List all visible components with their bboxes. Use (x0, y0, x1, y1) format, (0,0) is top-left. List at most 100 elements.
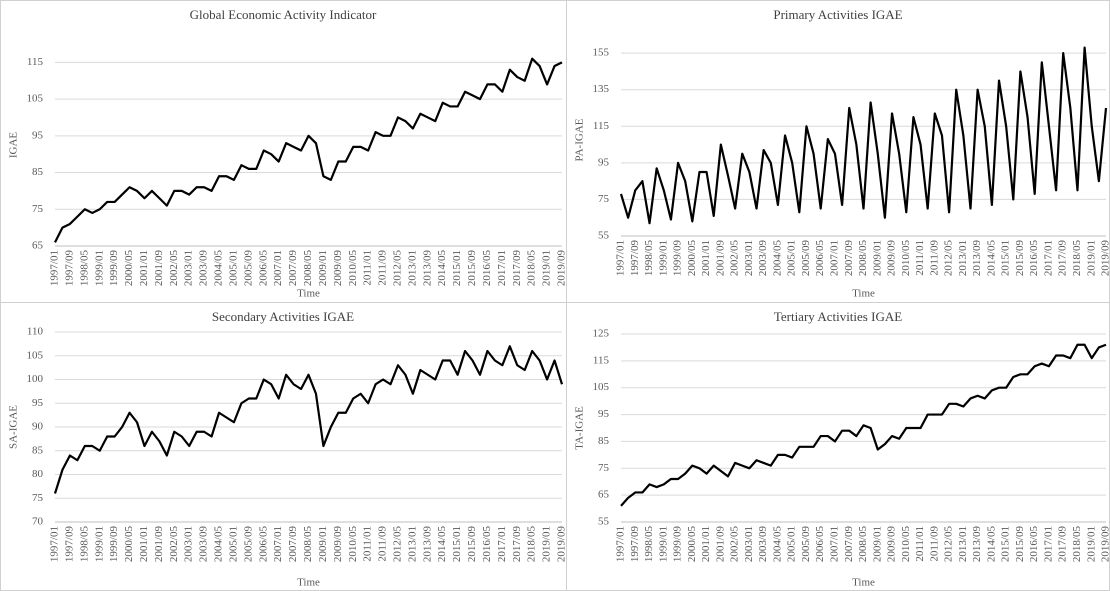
y-tick-label: 65 (598, 489, 610, 501)
x-tick-label: 2001/09 (153, 250, 165, 287)
y-axis-label: PA-IGAE (574, 118, 586, 161)
x-tick-label: 2011/01 (362, 526, 374, 562)
x-tick-label: 2009/01 (871, 240, 883, 276)
y-axis-label: SA-IGAE (8, 405, 20, 449)
x-tick-label: 1999/09 (108, 250, 120, 287)
x-axis-label: Time (297, 577, 320, 589)
x-tick-label: 2013/09 (421, 250, 433, 287)
x-tick-label: 2013/09 (971, 240, 983, 277)
x-tick-label: 2011/09 (928, 240, 940, 276)
x-tick-label: 2007/01 (829, 240, 841, 276)
x-tick-label: 2018/05 (1071, 526, 1083, 563)
x-tick-label: 1997/01 (49, 250, 61, 286)
y-tick-label: 85 (32, 166, 44, 178)
x-tick-label: 2014/05 (985, 526, 997, 563)
y-tick-label: 135 (593, 83, 610, 95)
x-tick-label: 2017/09 (1057, 240, 1069, 277)
chart-title: Secondary Activities IGAE (212, 309, 354, 324)
x-tick-label: 2003/01 (183, 526, 195, 562)
x-tick-label: 2011/01 (914, 240, 926, 276)
x-tick-label: 2009/09 (886, 526, 898, 563)
y-tick-label: 125 (593, 328, 610, 340)
x-tick-label: 2012/05 (392, 250, 404, 287)
y-tick-label: 55 (598, 516, 610, 528)
x-tick-label: 2008/05 (857, 526, 869, 563)
x-axis-label: Time (297, 288, 320, 300)
x-tick-label: 2006/05 (257, 526, 269, 563)
x-tick-label: 2011/01 (914, 526, 926, 562)
x-tick-label: 2009/09 (332, 250, 344, 287)
x-tick-label: 2013/01 (957, 240, 969, 276)
data-line (54, 57, 563, 243)
y-tick-label: 75 (598, 462, 610, 474)
x-tick-label: 2018/05 (526, 526, 538, 563)
x-tick-label: 2005/01 (227, 526, 239, 562)
x-tick-label: 2003/01 (743, 526, 755, 562)
x-tick-label: 2013/01 (957, 526, 969, 562)
x-tick-label: 2013/01 (406, 526, 418, 562)
y-tick-label: 115 (593, 354, 610, 366)
x-tick-label: 2002/05 (168, 526, 180, 563)
y-tick-label: 100 (27, 373, 44, 385)
x-tick-label: 2001/09 (153, 526, 165, 563)
x-tick-label: 2017/01 (496, 526, 508, 562)
x-tick-label: 2017/09 (511, 526, 523, 563)
x-tick-label: 2019/01 (1085, 526, 1097, 562)
x-tick-label: 2005/01 (786, 240, 798, 276)
x-tick-label: 2015/09 (466, 526, 478, 563)
x-tick-label: 2017/01 (496, 250, 508, 286)
x-tick-label: 2010/05 (900, 240, 912, 277)
x-tick-label: 2005/09 (800, 526, 812, 563)
x-tick-label: 2001/01 (138, 526, 150, 562)
x-tick-label: 2018/05 (526, 250, 538, 287)
x-tick-label: 2001/01 (138, 250, 150, 286)
x-tick-label: 2017/09 (511, 250, 523, 287)
y-tick-label: 95 (32, 397, 44, 409)
x-tick-label: 2005/09 (242, 250, 254, 287)
x-tick-label: 1999/01 (93, 250, 105, 286)
y-tick-label: 115 (27, 56, 44, 68)
data-line (619, 46, 1108, 225)
x-tick-label: 1999/09 (672, 240, 684, 277)
x-tick-label: 2002/05 (168, 250, 180, 287)
y-tick-label: 95 (598, 156, 610, 168)
y-axis-label: TA-IGAE (574, 406, 586, 450)
x-tick-label: 1999/01 (93, 526, 105, 562)
x-tick-label: 2011/09 (928, 526, 940, 562)
x-tick-label: 2003/09 (757, 526, 769, 563)
x-tick-label: 1997/09 (63, 526, 75, 563)
x-tick-label: 2003/09 (198, 250, 210, 287)
x-tick-label: 2008/05 (302, 250, 314, 287)
x-tick-label: 1997/09 (63, 250, 75, 287)
x-tick-label: 2015/01 (451, 250, 463, 286)
x-tick-label: 2009/01 (317, 526, 329, 562)
x-tick-label: 2004/05 (771, 240, 783, 277)
x-tick-label: 1997/01 (615, 240, 627, 276)
x-tick-label: 2003/01 (183, 250, 195, 286)
y-axis-label: IGAE (8, 132, 20, 159)
data-line (620, 343, 1107, 507)
x-tick-label: 2007/01 (272, 250, 284, 286)
x-tick-label: 2016/05 (1028, 526, 1040, 563)
x-axis-label: Time (852, 288, 875, 300)
x-tick-label: 2000/05 (123, 526, 135, 563)
y-tick-label: 75 (32, 492, 44, 504)
x-tick-label: 2011/09 (377, 526, 389, 562)
y-tick-label: 105 (27, 93, 44, 105)
y-tick-label: 105 (593, 381, 610, 393)
x-tick-label: 2008/05 (302, 526, 314, 563)
x-tick-label: 2017/01 (1042, 240, 1054, 276)
x-tick-label: 2010/05 (347, 526, 359, 563)
x-tick-label: 2001/01 (700, 526, 712, 562)
x-tick-label: 2000/05 (686, 240, 698, 277)
x-tick-label: 2006/05 (814, 526, 826, 563)
x-tick-label: 2003/09 (757, 240, 769, 277)
y-tick-label: 110 (27, 326, 44, 338)
y-tick-label: 155 (593, 47, 610, 59)
x-tick-label: 2001/01 (700, 240, 712, 276)
x-tick-label: 2019/01 (541, 250, 553, 286)
x-tick-label: 2005/09 (800, 240, 812, 277)
x-tick-label: 2015/09 (1014, 526, 1026, 563)
x-tick-label: 2006/05 (814, 240, 826, 277)
